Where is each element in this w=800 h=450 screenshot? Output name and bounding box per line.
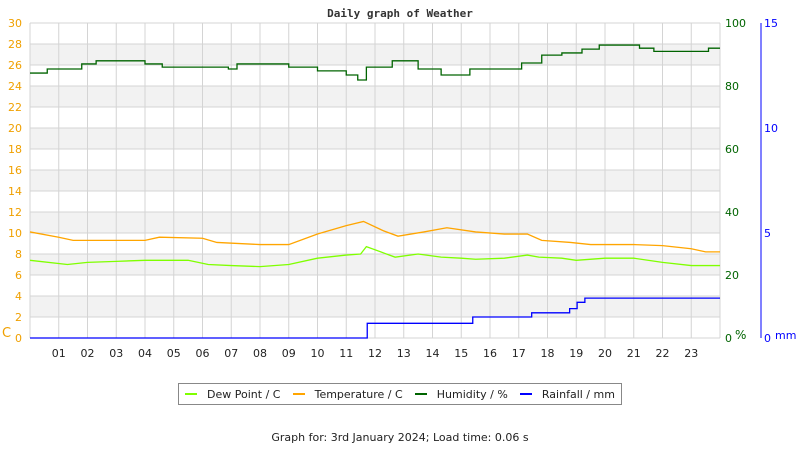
legend-swatch-humidity — [414, 393, 427, 395]
y-rain-tick-label: 0 — [764, 332, 771, 345]
series-line-rainfall — [30, 297, 720, 339]
legend-item-temperature: Temperature / C — [292, 387, 403, 401]
y-left-tick-label: 4 — [15, 290, 22, 303]
y-humidity-tick-label: 20 — [725, 269, 739, 282]
y-left-tick-label: 20 — [8, 122, 22, 135]
y-left-tick-label: 16 — [8, 164, 22, 177]
y-left-tick-label: 22 — [8, 101, 22, 114]
x-tick-label: 13 — [397, 347, 411, 360]
y-humidity-tick-label: 0 — [725, 332, 732, 345]
series-line-dew — [29, 245, 720, 268]
x-tick-label: 20 — [598, 347, 612, 360]
x-tick-label: 09 — [282, 347, 296, 360]
legend-item-dew-point: Dew Point / C — [185, 388, 280, 401]
legend-swatch-dew-point — [185, 393, 198, 395]
legend-label: Dew Point / C — [207, 387, 281, 401]
x-tick-label: 02 — [81, 347, 95, 360]
y-humidity-tick-label: 80 — [725, 80, 739, 93]
legend-label: Humidity / % — [436, 387, 508, 401]
x-tick-label: 14 — [426, 347, 440, 360]
x-tick-label: 08 — [253, 347, 267, 360]
x-tick-label: 17 — [512, 347, 526, 360]
x-tick-label: 06 — [196, 347, 210, 360]
y-humidity-tick-label: 40 — [725, 206, 739, 219]
legend: Dew Point / C Temperature / C Humidity /… — [178, 383, 622, 405]
legend-item-rainfall: Rainfall / mm — [519, 387, 615, 401]
legend-swatch-temperature — [292, 393, 305, 395]
y-left-tick-label: 8 — [15, 248, 22, 261]
y-left-tick-label: 14 — [8, 185, 22, 198]
y-left-tick-label: 6 — [15, 269, 22, 282]
x-tick-label: 04 — [138, 347, 152, 360]
y-humidity-tick-label: 100 — [725, 17, 746, 30]
y-humidity-axis-label: % — [735, 328, 746, 342]
y-left-tick-label: 10 — [8, 227, 22, 240]
x-tick-label: 23 — [684, 347, 698, 360]
x-tick-label: 07 — [224, 347, 238, 360]
x-tick-label: 19 — [569, 347, 583, 360]
y-left-axis-label: C — [2, 326, 11, 341]
x-tick-label: 18 — [541, 347, 555, 360]
y-rain-tick-label: 5 — [764, 227, 771, 240]
x-tick-label: 15 — [454, 347, 468, 360]
y-rain-axis-label: mm — [775, 329, 796, 342]
x-tick-label: 05 — [167, 347, 181, 360]
y-left-tick-label: 26 — [8, 59, 22, 72]
legend-label: Rainfall / mm — [541, 387, 615, 401]
weather-chart: Daily graph of Weather 02468101214161820… — [2, 7, 796, 360]
x-tick-label: 03 — [109, 347, 123, 360]
y-left-tick-label: 0 — [15, 332, 22, 345]
y-left-tick-label: 28 — [8, 38, 22, 51]
series-line-temperature — [29, 220, 720, 253]
x-tick-label: 21 — [627, 347, 641, 360]
x-tick-label: 16 — [483, 347, 497, 360]
y-humidity-tick-label: 60 — [725, 143, 739, 156]
y-rain-tick-label: 10 — [764, 122, 778, 135]
x-tick-label: 10 — [311, 347, 325, 360]
x-tick-label: 22 — [656, 347, 670, 360]
legend-label: Temperature / C — [314, 387, 403, 401]
y-rain-tick-label: 15 — [764, 17, 778, 30]
y-left-tick-label: 18 — [8, 143, 22, 156]
chart-title: Daily graph of Weather — [327, 7, 473, 20]
x-tick-label: 01 — [52, 347, 66, 360]
y-left-tick-label: 2 — [15, 311, 22, 324]
legend-swatch-rainfall — [519, 393, 532, 395]
x-tick-label: 11 — [339, 347, 353, 360]
series-line-humidity — [30, 44, 720, 81]
y-left-tick-label: 30 — [8, 17, 22, 30]
legend-item-humidity: Humidity / % — [414, 387, 508, 401]
footer-text: Graph for: 3rd January 2024; Load time: … — [271, 431, 529, 444]
x-tick-label: 12 — [368, 347, 382, 360]
y-left-tick-label: 24 — [8, 80, 22, 93]
y-left-tick-label: 12 — [8, 206, 22, 219]
